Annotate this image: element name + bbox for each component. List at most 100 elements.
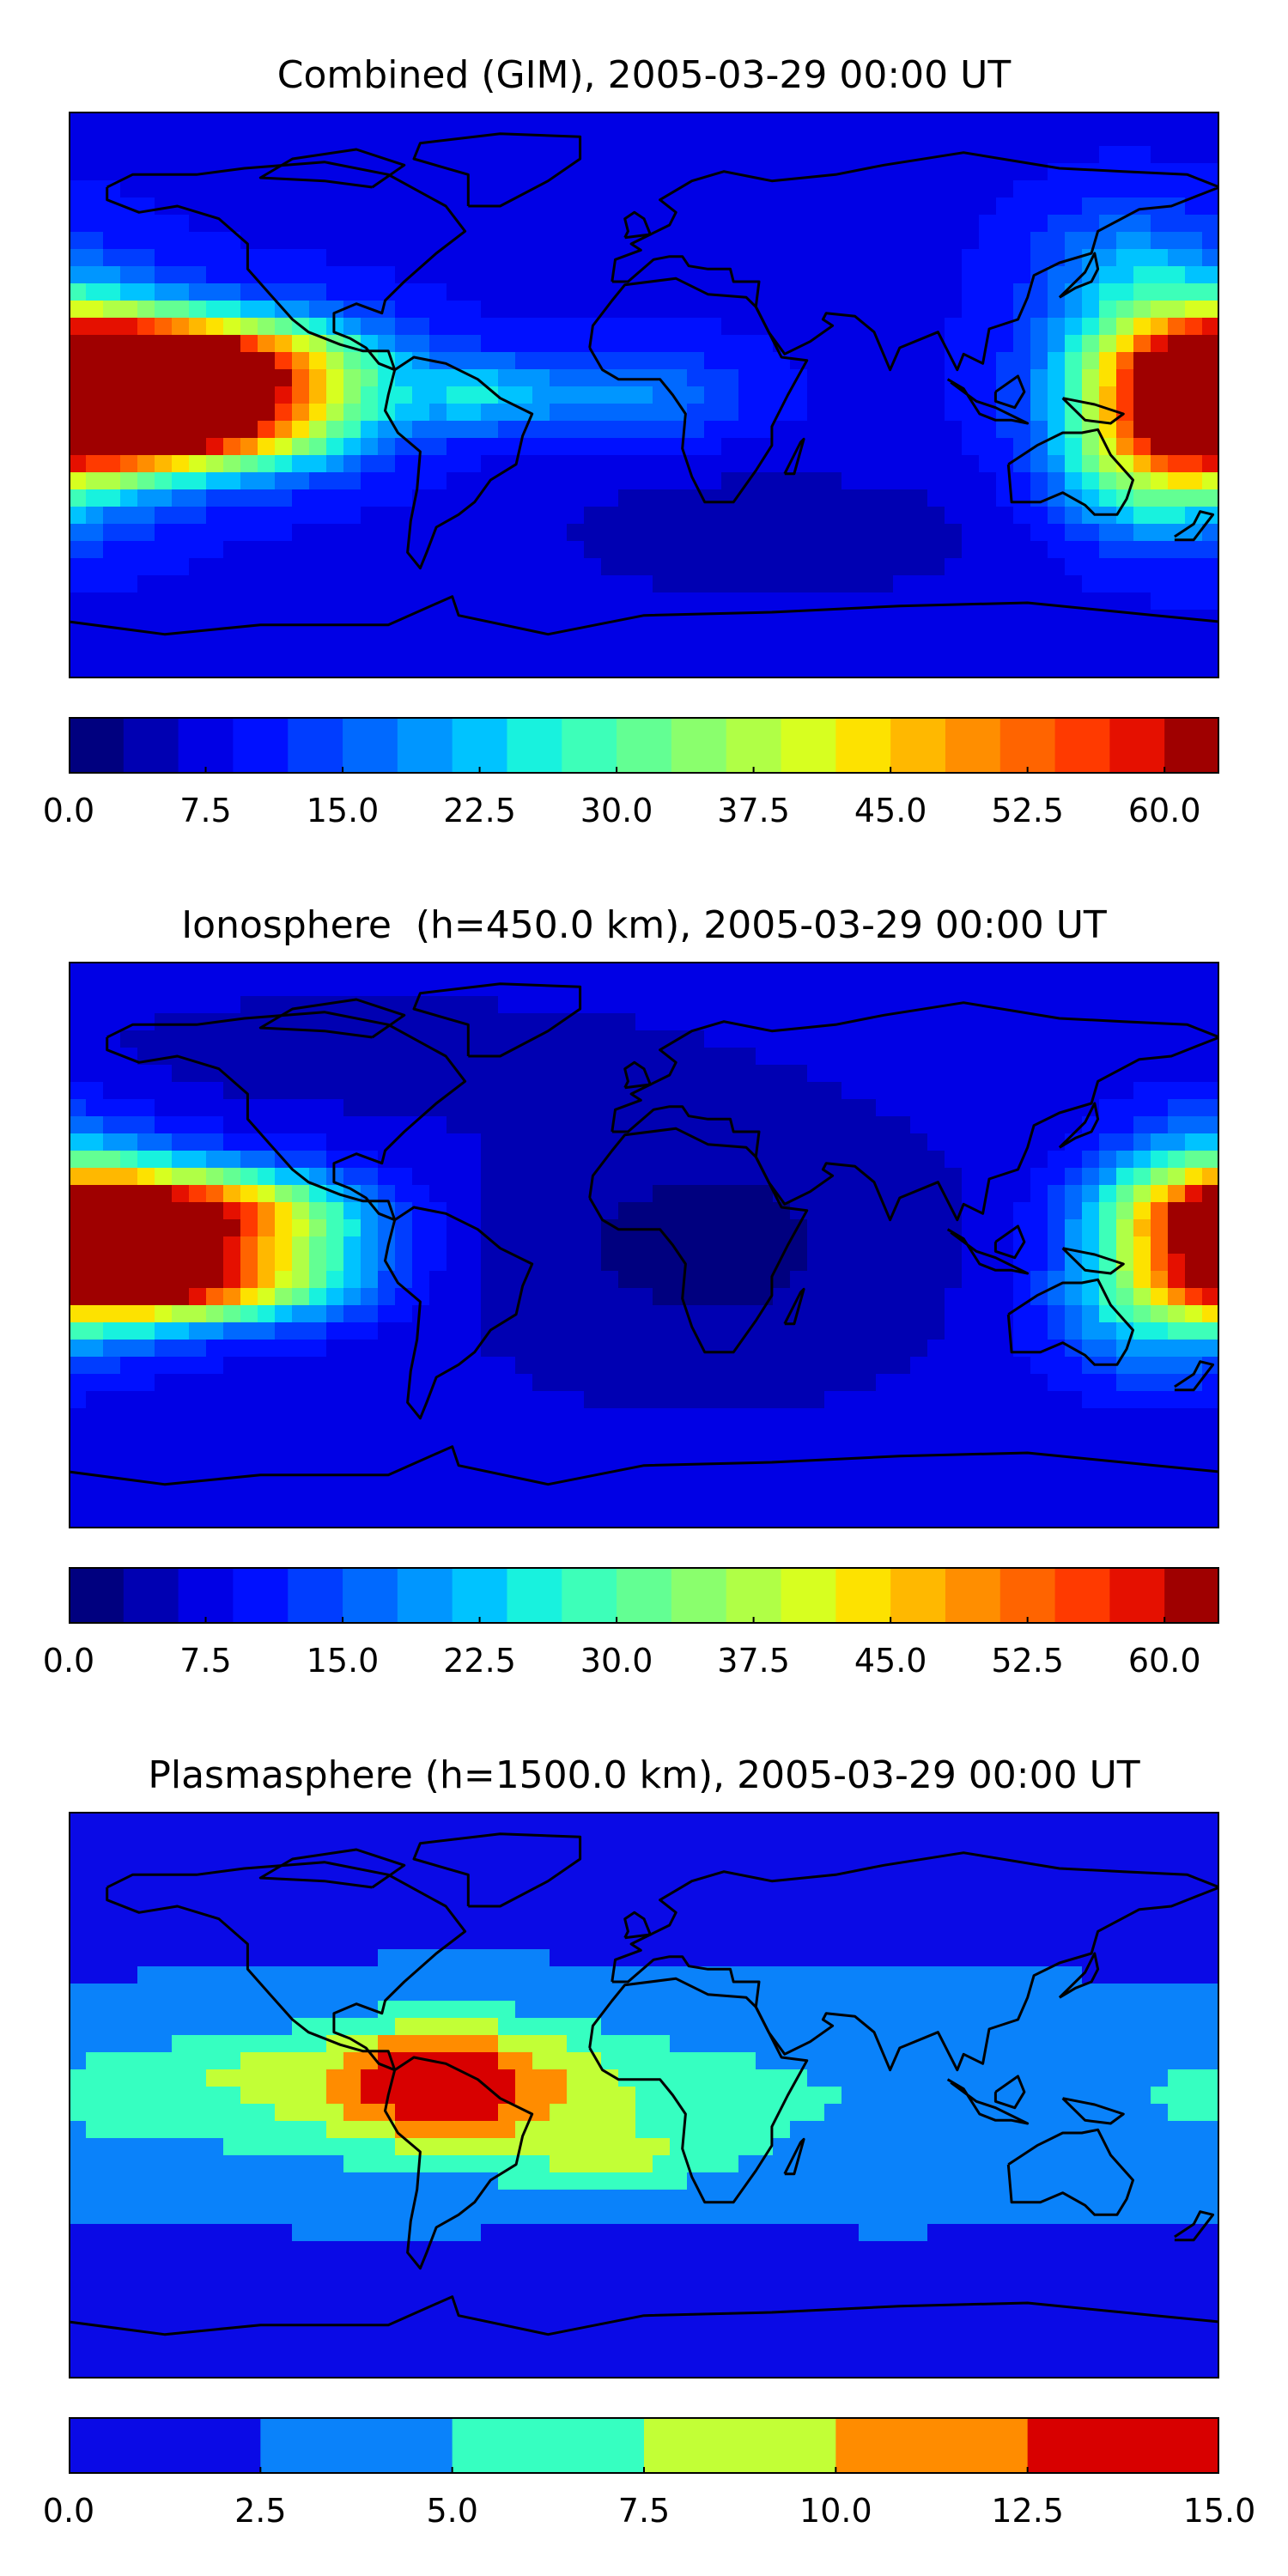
heatmap-cell — [721, 1494, 739, 1512]
heatmap-cell — [738, 386, 756, 404]
heatmap-cell — [704, 1357, 722, 1375]
heatmap-cell — [361, 266, 379, 284]
heatmap-cell — [962, 489, 980, 507]
heatmap-cell — [275, 1082, 293, 1100]
heatmap-cell — [979, 1460, 997, 1478]
heatmap-cell — [481, 558, 499, 576]
heatmap-cell — [876, 1374, 894, 1392]
heatmap-cell — [223, 1443, 241, 1461]
heatmap-cell — [223, 1391, 241, 1409]
heatmap-cell — [635, 1271, 653, 1289]
heatmap-cell — [532, 610, 550, 628]
heatmap-cell — [910, 438, 928, 456]
heatmap-cell — [704, 1254, 722, 1272]
heatmap-cell — [824, 1460, 842, 1478]
heatmap-cell — [86, 1236, 104, 1255]
heatmap-cell — [1065, 455, 1083, 473]
heatmap-cell — [927, 438, 945, 456]
heatmap-cell — [86, 1185, 104, 1203]
heatmap-cell — [1099, 352, 1117, 370]
heatmap-cell — [326, 1460, 344, 1478]
heatmap-cell — [790, 1065, 808, 1083]
colorbar-ticks: 0.0 7.5 15.0 22.5 30.0 37.5 45.0 52.5 60.0 — [0, 1640, 1288, 1692]
heatmap-cell — [395, 1408, 413, 1426]
heatmap-cell — [876, 1829, 894, 1847]
heatmap-cell — [635, 455, 653, 473]
heatmap-cell — [1099, 129, 1117, 147]
heatmap-cell — [69, 1340, 87, 1358]
heatmap-cell — [1065, 1202, 1083, 1220]
heatmap-cell — [670, 1340, 688, 1358]
heatmap-cell — [86, 661, 104, 678]
heatmap-cell — [326, 1048, 344, 1066]
heatmap-cell — [584, 1048, 602, 1066]
heatmap-cell — [155, 627, 173, 645]
heatmap-cell — [447, 421, 465, 439]
heatmap-cell — [1030, 1202, 1048, 1220]
heatmap-cell — [240, 1898, 258, 1916]
heatmap-cell — [464, 962, 482, 980]
heatmap-cell — [653, 301, 671, 319]
heatmap-cell — [447, 489, 465, 507]
heatmap-cell — [859, 1829, 877, 1847]
heatmap-cell — [584, 1511, 602, 1528]
heatmap-cell — [1048, 1116, 1066, 1134]
heatmap-cell — [326, 1288, 344, 1306]
heatmap-cell — [498, 610, 516, 628]
heatmap-cell — [945, 129, 963, 147]
colorbar-swatch — [1164, 717, 1219, 774]
heatmap-cell — [378, 455, 396, 473]
heatmap-cell — [206, 301, 224, 319]
heatmap-cell — [979, 962, 997, 980]
heatmap-cell — [412, 232, 430, 250]
heatmap-cell — [1013, 112, 1031, 130]
heatmap-cell — [550, 472, 568, 490]
heatmap-cell — [687, 1254, 705, 1272]
heatmap-cell — [155, 1133, 173, 1151]
heatmap-cell — [1013, 1099, 1031, 1117]
heatmap-cell — [378, 1168, 396, 1186]
heatmap-cell — [945, 232, 963, 250]
heatmap-cell — [687, 1915, 705, 1933]
heatmap-cell — [532, 1863, 550, 1881]
heatmap-cell — [326, 438, 344, 456]
heatmap-cell — [910, 266, 928, 284]
heatmap-cell — [738, 455, 756, 473]
heatmap-cell — [876, 627, 894, 645]
heatmap-cell — [120, 386, 138, 404]
heatmap-cell — [807, 352, 825, 370]
heatmap-cell — [893, 1236, 911, 1255]
heatmap-cell — [189, 1236, 207, 1255]
heatmap-cell — [1099, 1099, 1117, 1117]
heatmap-cell — [1151, 1030, 1169, 1048]
heatmap-cell — [137, 558, 155, 576]
heatmap-cell — [670, 1185, 688, 1203]
heatmap-cell — [721, 1202, 739, 1220]
heatmap-cell — [670, 962, 688, 980]
heatmap-cell — [361, 558, 379, 576]
heatmap-cell — [515, 1374, 533, 1392]
heatmap-cell — [464, 524, 482, 542]
heatmap-cell — [1116, 524, 1134, 542]
heatmap-cell — [1133, 1202, 1151, 1220]
heatmap-cell — [189, 1863, 207, 1881]
heatmap-cell — [962, 1254, 980, 1272]
heatmap-cell — [412, 1477, 430, 1495]
heatmap-cell — [1202, 1099, 1219, 1117]
heatmap-cell — [1151, 1357, 1169, 1375]
heatmap-cell — [1133, 575, 1151, 593]
heatmap-cell — [429, 1898, 447, 1916]
heatmap-cell — [481, 1812, 499, 1830]
heatmap-cell — [481, 215, 499, 233]
heatmap-cell — [86, 1219, 104, 1237]
heatmap-cell — [1133, 369, 1151, 387]
heatmap-cell — [1168, 1391, 1186, 1409]
heatmap-cell — [687, 1185, 705, 1203]
heatmap-cell — [721, 404, 739, 422]
map-svg — [69, 112, 1219, 678]
heatmap-cell — [824, 283, 842, 301]
heatmap-cell — [86, 592, 104, 611]
heatmap-cell — [1202, 610, 1219, 628]
heatmap-cell — [275, 627, 293, 645]
heatmap-cell — [550, 1443, 568, 1461]
